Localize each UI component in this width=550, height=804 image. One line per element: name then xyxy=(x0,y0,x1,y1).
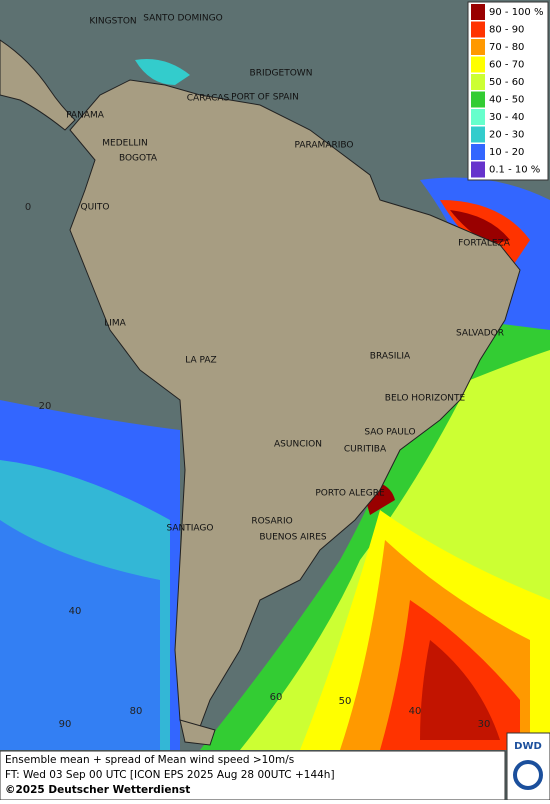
grid-labels: 0 20 40 80 90 60 50 40 30 xyxy=(25,202,491,730)
footer-line: ©2025 Deutscher Wetterdienst xyxy=(5,784,190,796)
legend-label: 20 - 30 xyxy=(489,130,524,141)
footer-line: Ensemble mean + spread of Mean wind spee… xyxy=(5,754,294,766)
city-label: LIMA xyxy=(104,319,126,329)
wind-ocean xyxy=(0,59,550,750)
city-label: ROSARIO xyxy=(251,517,292,527)
grid-label: 80 xyxy=(130,706,143,717)
city-label: ASUNCION xyxy=(274,440,322,450)
city-label: KINGSTON xyxy=(89,17,136,27)
grid-label: 40 xyxy=(409,706,422,717)
city-label: BRIDGETOWN xyxy=(250,69,313,79)
grid-label: 0 xyxy=(25,202,31,213)
city-label: PORT OF SPAIN xyxy=(231,93,299,103)
grid-label: 50 xyxy=(339,696,352,707)
legend-label: 0.1 - 10 % xyxy=(489,165,540,176)
legend-swatch xyxy=(471,161,485,178)
legend-label: 80 - 90 xyxy=(489,25,524,36)
city-label: SAO PAULO xyxy=(364,428,415,438)
legend-label: 10 - 20 xyxy=(489,147,524,158)
grid-label: 40 xyxy=(69,606,82,617)
legend-swatch xyxy=(471,144,485,160)
city-label: PARAMARIBO xyxy=(295,141,354,151)
footer: Ensemble mean + spread of Mean wind spee… xyxy=(0,732,550,801)
legend-label: 30 - 40 xyxy=(489,112,524,123)
legend-swatch xyxy=(471,56,485,73)
logo-text: DWD xyxy=(514,741,542,752)
legend-swatch xyxy=(471,109,485,125)
grid-label: 30 xyxy=(478,719,491,730)
city-label: PANAMA xyxy=(66,111,105,121)
legend-label: 60 - 70 xyxy=(489,60,524,71)
legend-label: 90 - 100 % xyxy=(489,7,543,18)
grid-label: 20 xyxy=(39,401,52,412)
legend-swatch xyxy=(471,126,485,143)
city-label: FORTALEZA xyxy=(458,239,511,249)
footer-box xyxy=(0,750,506,801)
city-label: BOGOTA xyxy=(119,154,158,164)
legend-swatch xyxy=(471,39,485,55)
legend-label: 70 - 80 xyxy=(489,42,524,53)
grid-label: 90 xyxy=(59,719,72,730)
city-label: SANTO DOMINGO xyxy=(143,14,222,24)
footer-line: FT: Wed 03 Sep 00 UTC [ICON EPS 2025 Aug… xyxy=(5,769,335,781)
city-label: LA PAZ xyxy=(185,356,216,366)
city-label: SALVADOR xyxy=(456,329,504,339)
legend-swatch xyxy=(471,91,485,108)
legend-swatch xyxy=(471,4,485,20)
city-label: CURITIBA xyxy=(344,445,387,455)
city-label: PORTO ALEGRE xyxy=(315,489,385,499)
grid-label: 60 xyxy=(270,692,283,703)
land xyxy=(0,39,521,746)
legend: 90 - 100 % 80 - 90 70 - 80 60 - 70 50 - 60 40… xyxy=(467,1,549,181)
legend-swatch xyxy=(471,74,485,90)
city-label: BUENOS AIRES xyxy=(259,533,327,543)
legend-swatch xyxy=(471,21,485,38)
city-label: MEDELLIN xyxy=(102,139,147,149)
city-label: SANTIAGO xyxy=(167,524,214,534)
city-label: CARACAS xyxy=(187,94,230,104)
legend-label: 40 - 50 xyxy=(489,95,524,106)
city-label: BELO HORIZONTE xyxy=(385,394,466,404)
city-label: BRASILIA xyxy=(370,352,411,362)
city-label: QUITO xyxy=(81,203,110,213)
legend-label: 50 - 60 xyxy=(489,77,524,88)
logo-icon xyxy=(513,760,543,790)
